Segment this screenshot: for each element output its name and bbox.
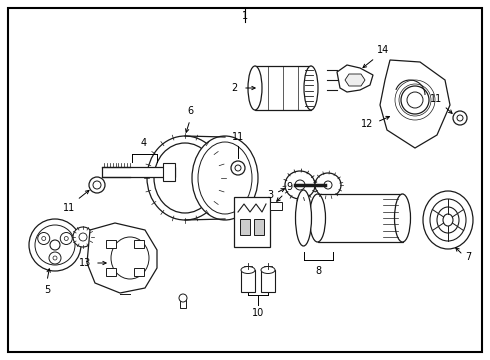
Circle shape bbox=[295, 180, 305, 190]
Bar bbox=[241, 270, 255, 292]
Circle shape bbox=[93, 181, 101, 189]
Circle shape bbox=[401, 86, 429, 114]
Ellipse shape bbox=[430, 199, 466, 241]
Ellipse shape bbox=[423, 191, 473, 249]
Ellipse shape bbox=[437, 207, 459, 233]
Text: 13: 13 bbox=[79, 258, 91, 268]
Circle shape bbox=[89, 177, 105, 193]
Ellipse shape bbox=[310, 194, 325, 242]
Text: 6: 6 bbox=[187, 106, 193, 116]
Circle shape bbox=[29, 219, 81, 271]
Circle shape bbox=[73, 227, 93, 247]
Bar bbox=[270, 202, 282, 210]
Bar bbox=[163, 163, 175, 181]
Ellipse shape bbox=[443, 214, 453, 226]
Circle shape bbox=[42, 237, 46, 240]
Text: 11: 11 bbox=[430, 94, 442, 104]
Bar bbox=[254, 219, 264, 235]
Circle shape bbox=[60, 233, 72, 244]
Ellipse shape bbox=[192, 136, 258, 220]
Circle shape bbox=[38, 233, 50, 244]
Ellipse shape bbox=[394, 194, 411, 242]
Circle shape bbox=[53, 256, 57, 260]
Circle shape bbox=[457, 115, 463, 121]
Text: 11: 11 bbox=[63, 203, 75, 213]
Ellipse shape bbox=[295, 190, 312, 246]
Text: 2: 2 bbox=[231, 83, 237, 93]
Bar bbox=[106, 240, 116, 248]
Ellipse shape bbox=[248, 66, 262, 110]
Text: 3: 3 bbox=[267, 190, 273, 200]
Text: 4: 4 bbox=[141, 138, 147, 148]
Circle shape bbox=[324, 181, 332, 189]
Text: 11: 11 bbox=[232, 132, 244, 142]
Text: 7: 7 bbox=[465, 252, 471, 262]
Polygon shape bbox=[380, 60, 450, 148]
Ellipse shape bbox=[198, 142, 252, 214]
Circle shape bbox=[231, 161, 245, 175]
Bar bbox=[261, 270, 275, 292]
Circle shape bbox=[235, 165, 241, 171]
Ellipse shape bbox=[147, 136, 223, 220]
Bar bbox=[134, 240, 144, 248]
Ellipse shape bbox=[315, 173, 341, 197]
Circle shape bbox=[79, 233, 87, 241]
Circle shape bbox=[453, 111, 467, 125]
Polygon shape bbox=[87, 223, 157, 293]
Ellipse shape bbox=[241, 266, 255, 274]
Polygon shape bbox=[345, 74, 365, 86]
Text: 9: 9 bbox=[286, 182, 292, 192]
Text: 12: 12 bbox=[361, 119, 373, 129]
Polygon shape bbox=[337, 65, 373, 92]
Circle shape bbox=[49, 252, 61, 264]
Bar bbox=[240, 219, 250, 235]
Ellipse shape bbox=[285, 171, 315, 199]
Text: 10: 10 bbox=[252, 308, 264, 318]
Bar bbox=[234, 197, 270, 247]
Ellipse shape bbox=[154, 143, 216, 213]
Ellipse shape bbox=[261, 266, 275, 274]
Bar bbox=[134, 268, 144, 276]
Bar bbox=[318, 194, 402, 242]
Ellipse shape bbox=[304, 66, 318, 110]
Bar bbox=[180, 298, 186, 308]
Text: 1: 1 bbox=[242, 11, 248, 21]
Bar bbox=[102, 167, 175, 177]
Text: 14: 14 bbox=[377, 45, 389, 55]
Text: 5: 5 bbox=[44, 285, 50, 295]
Circle shape bbox=[35, 225, 75, 265]
Text: 8: 8 bbox=[315, 266, 321, 276]
Circle shape bbox=[50, 240, 60, 250]
Circle shape bbox=[407, 92, 423, 108]
Bar bbox=[255, 66, 311, 110]
Bar bbox=[106, 268, 116, 276]
Circle shape bbox=[64, 237, 68, 240]
Ellipse shape bbox=[111, 237, 149, 279]
Circle shape bbox=[179, 294, 187, 302]
